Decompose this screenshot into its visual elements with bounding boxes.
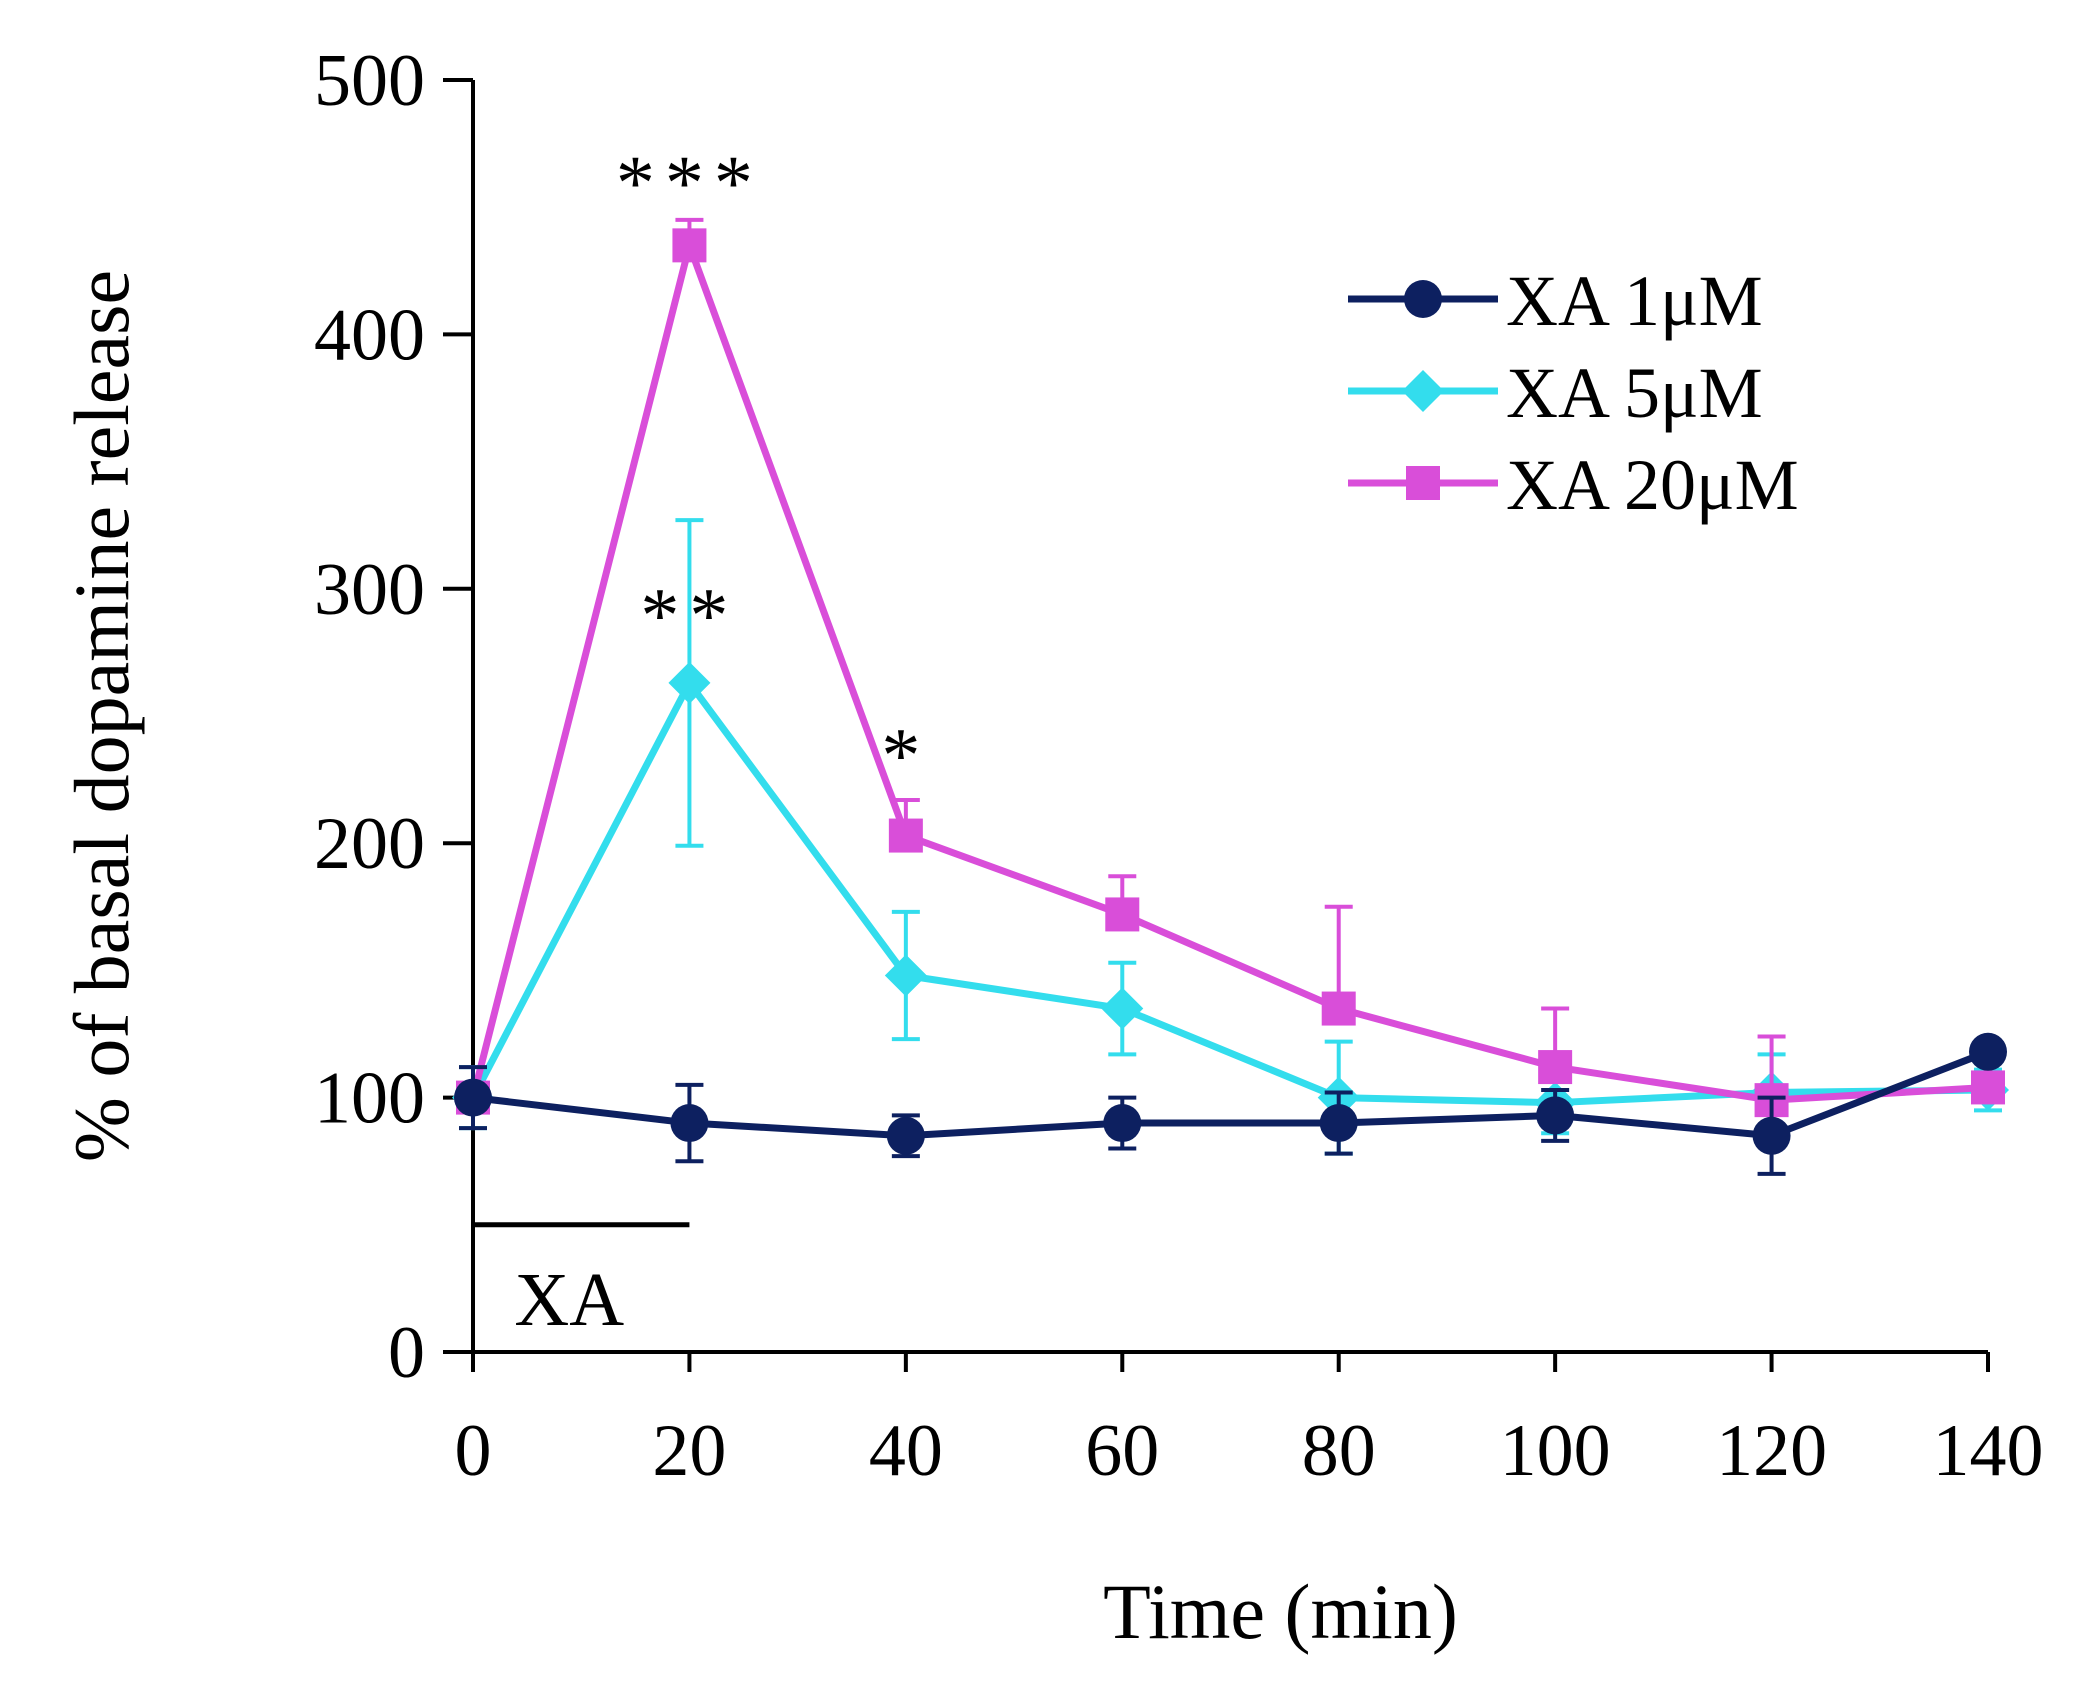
data-point <box>1319 1104 1358 1143</box>
legend-item: XA 1μM <box>1348 261 1763 341</box>
x-tick-label: 80 <box>1302 1410 1376 1492</box>
data-point <box>1752 1116 1791 1155</box>
y-tick-label: 300 <box>314 549 425 631</box>
data-point <box>670 1104 709 1143</box>
data-point <box>1969 1032 2007 1071</box>
series-layer <box>452 217 2009 1176</box>
x-tick-label: 60 <box>1085 1410 1159 1492</box>
legend-item: XA 20μM <box>1348 445 1799 525</box>
data-point <box>1103 1104 1142 1143</box>
legend: XA 1μM XA 5μM XA 20μM <box>1348 261 1799 525</box>
legend-marker <box>1404 280 1442 318</box>
y-tick-label: 0 <box>388 1312 425 1394</box>
significance-annotations: ****** <box>616 139 930 798</box>
legend-item: XA 5μM <box>1348 353 1763 433</box>
data-point <box>1105 897 1140 932</box>
significance-label: *** <box>616 139 763 226</box>
data-point <box>672 228 707 263</box>
legend-marker <box>1402 370 1444 412</box>
y-tick-label: 400 <box>314 294 425 376</box>
series-line <box>472 1048 1990 1140</box>
x-tick-label: 100 <box>1500 1410 1611 1492</box>
y-tick-label: 100 <box>314 1058 425 1140</box>
data-point <box>888 818 923 853</box>
x-axis-title: Time (min) <box>1103 1568 1458 1655</box>
x-tick-label: 40 <box>869 1410 943 1492</box>
series-1 <box>454 1032 2007 1176</box>
y-axis-ticks: 0 100 200 300 400 500 <box>314 40 473 1394</box>
data-point <box>1321 991 1356 1026</box>
y-tick-label: 200 <box>314 803 425 885</box>
axes: 0 100 200 300 400 500 0 20 40 60 80 100 120 140 <box>314 40 2044 1492</box>
x-tick-label: 140 <box>1933 1410 2044 1492</box>
data-point <box>1538 1050 1573 1085</box>
treatment-bar-label: XA <box>514 1258 624 1342</box>
x-tick-label: 20 <box>652 1410 726 1492</box>
x-axis-ticks: 0 20 40 60 80 100 120 140 <box>455 1352 2044 1492</box>
legend-label: XA 20μM <box>1506 445 1799 525</box>
significance-label: ** <box>640 572 738 659</box>
legend-label: XA 1μM <box>1506 261 1763 341</box>
data-point <box>886 1116 925 1155</box>
y-axis-title: % of basal dopamine release <box>58 270 145 1162</box>
legend-marker <box>1406 466 1440 500</box>
data-point <box>454 1078 492 1117</box>
data-point <box>668 661 711 704</box>
significance-label: * <box>881 711 930 798</box>
x-tick-label: 0 <box>455 1410 492 1492</box>
treatment-bar-group: XA <box>473 1222 690 1342</box>
data-point <box>1536 1096 1575 1135</box>
data-point <box>884 954 927 997</box>
data-point <box>1101 987 1144 1030</box>
data-point <box>1971 1070 2005 1105</box>
series-line <box>469 241 1989 1104</box>
x-tick-label: 120 <box>1716 1410 1827 1492</box>
y-tick-label: 500 <box>314 40 425 122</box>
legend-label: XA 5μM <box>1506 353 1763 433</box>
series-line <box>469 679 1989 1107</box>
